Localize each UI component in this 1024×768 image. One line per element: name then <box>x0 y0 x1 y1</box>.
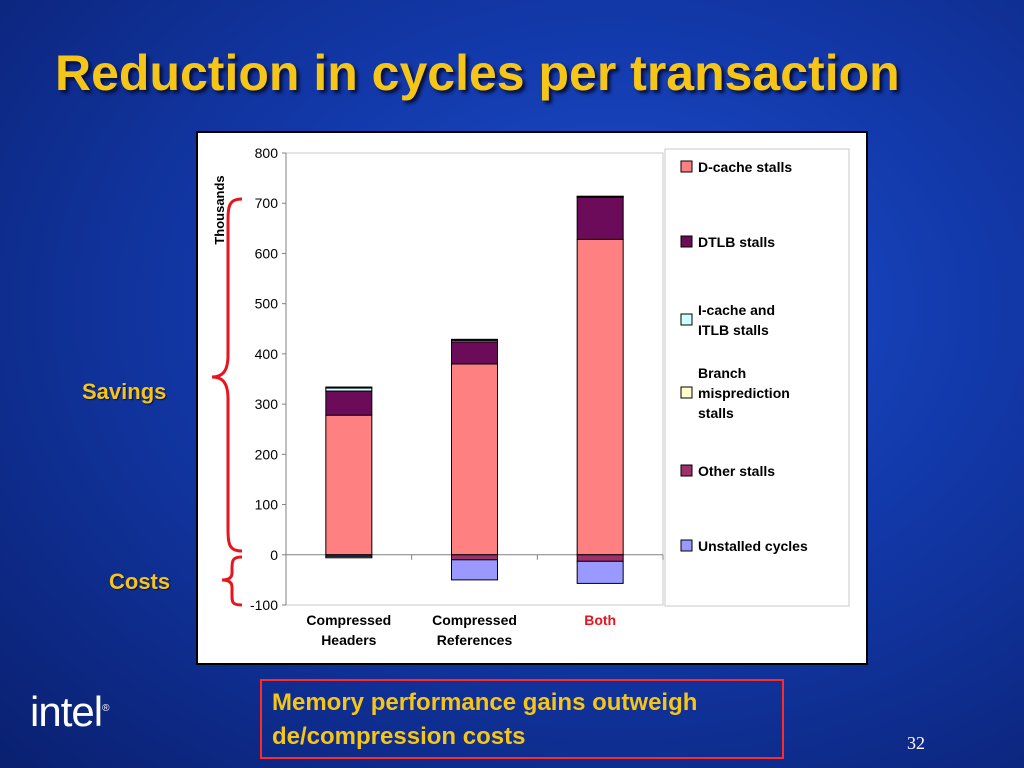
x-category-label: Headers <box>321 632 376 648</box>
callout-line-1: Memory performance gains outweigh <box>272 689 698 716</box>
legend-label: Other stalls <box>698 463 775 479</box>
y-axis-title: Thousands <box>212 175 227 244</box>
bar-segment <box>325 414 373 556</box>
callout-box: Memory performance gains outweigh de/com… <box>260 679 784 759</box>
bar-segment <box>325 390 373 416</box>
stacked-bar-chart: 800 700 600 500 400 300 200 100 0 -100 Thousands Co… <box>212 145 850 648</box>
y-tick-label: 500 <box>255 296 279 312</box>
intel-logo-text: intel <box>30 688 103 735</box>
bar-segment <box>325 555 373 559</box>
legend-label: misprediction <box>698 385 790 401</box>
legend-swatch <box>680 386 693 399</box>
y-tick-label: 800 <box>255 145 279 161</box>
bar-segment <box>451 338 498 341</box>
bar-segment <box>451 559 498 581</box>
legend-swatch <box>680 160 693 173</box>
bar-segment <box>576 196 624 240</box>
legend-label: D-cache stalls <box>698 159 792 175</box>
savings-label: Savings <box>82 379 167 404</box>
registered-mark: ® <box>102 703 109 714</box>
legend-label: stalls <box>698 405 734 421</box>
y-tick-label: 300 <box>255 396 279 412</box>
y-tick-label: 200 <box>255 446 279 462</box>
x-category-label: Both <box>584 612 616 628</box>
callout-line-2: de/compression costs <box>272 723 526 750</box>
y-tick-label: 400 <box>255 346 279 362</box>
y-tick-label: 700 <box>255 195 279 211</box>
slide-title: Reduction in cycles per transaction <box>55 45 900 101</box>
legend-label: Unstalled cycles <box>698 538 808 554</box>
intel-logo: intel® <box>30 688 110 736</box>
costs-brace <box>221 555 243 607</box>
x-category-label: References <box>437 632 513 648</box>
x-category-label: Compressed <box>432 612 517 628</box>
legend-label: I-cache and <box>698 302 775 318</box>
legend-label: ITLB stalls <box>698 322 769 338</box>
savings-brace <box>211 197 243 553</box>
legend-box <box>664 148 850 607</box>
y-tick-label: 0 <box>270 547 278 563</box>
page-number: 32 <box>907 733 925 753</box>
x-category-label: Compressed <box>306 612 391 628</box>
bar-segment <box>576 560 624 584</box>
legend-label: Branch <box>698 365 746 381</box>
bar-segment <box>576 238 624 556</box>
y-tick-label: 600 <box>255 245 279 261</box>
legend-swatch <box>680 464 693 477</box>
legend-swatch <box>680 539 693 552</box>
legend-swatch <box>680 235 693 248</box>
y-tick-label: -100 <box>250 597 278 613</box>
legend-swatch <box>680 313 693 326</box>
chart-panel: 800 700 600 500 400 300 200 100 0 -100 Thousands Co… <box>196 131 868 665</box>
y-tick-label: 100 <box>255 497 279 513</box>
bar-segment <box>325 386 373 389</box>
legend-label: DTLB stalls <box>698 234 775 250</box>
costs-label: Costs <box>109 569 171 594</box>
bar-segment <box>451 363 498 556</box>
bar-segment <box>576 195 624 198</box>
